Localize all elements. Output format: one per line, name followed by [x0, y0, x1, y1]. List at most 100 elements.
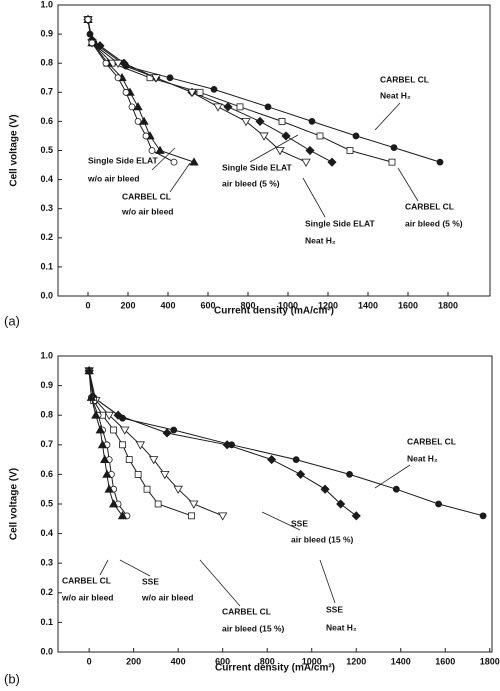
annotation: Single Side ELAT	[305, 218, 376, 228]
annotation: SSE	[326, 604, 343, 614]
x-tick-label: 1800	[438, 300, 458, 310]
data-point	[117, 511, 128, 520]
y-tick-label: 0.1	[40, 617, 53, 627]
data-point	[142, 132, 150, 140]
annotation: w/o air bleed	[61, 592, 114, 602]
annotation: w/o air bleed	[121, 206, 174, 216]
leader-line	[261, 511, 301, 531]
data-point	[119, 441, 126, 449]
data-point	[86, 392, 97, 401]
data-point	[135, 441, 146, 450]
x-tick-label: 800	[260, 656, 275, 666]
data-point	[296, 469, 306, 479]
x-tick-label: 1800	[480, 656, 500, 666]
x-tick-label: 800	[240, 300, 255, 310]
x-tick-label: 200	[120, 300, 135, 310]
y-tick-label: 0.5	[40, 498, 53, 508]
data-point	[95, 425, 105, 434]
data-point	[275, 147, 285, 156]
data-point	[154, 500, 162, 508]
data-point	[122, 88, 130, 96]
y-tick-label: 0.0	[40, 646, 53, 656]
data-point	[435, 500, 442, 508]
leader-line	[169, 162, 191, 193]
data-point	[155, 145, 165, 154]
data-point	[170, 158, 178, 166]
annotation: air bleed (15 %)	[291, 534, 354, 544]
data-point	[149, 456, 159, 465]
x-tick-label: 0	[87, 656, 92, 666]
data-point	[390, 144, 398, 151]
data-point	[196, 88, 204, 96]
x-tick-label: 200	[126, 656, 141, 666]
annotation: SSE	[142, 576, 159, 586]
leader-line	[99, 559, 109, 576]
annotation: Neat H₂	[326, 622, 357, 632]
y-axis-label: Cell voltage (V)	[9, 468, 20, 540]
data-point	[120, 426, 130, 435]
data-point	[189, 500, 199, 509]
y-tick-label: 0.1	[40, 261, 53, 271]
y-tick-label: 0.9	[40, 380, 53, 390]
leader-line	[199, 559, 241, 607]
y-tick-label: 0.4	[40, 528, 53, 538]
annotation: w/o air bleed	[87, 173, 140, 183]
data-point	[308, 118, 316, 125]
x-tick-label: 1000	[278, 300, 298, 310]
series-line	[87, 19, 175, 163]
data-point	[134, 470, 142, 478]
y-tick-label: 0.3	[40, 558, 53, 568]
data-point	[292, 456, 300, 464]
x-tick-label: 400	[171, 656, 186, 666]
x-axis-label: Current density (mA/cm²)	[214, 306, 334, 317]
y-tick-label: 0.3	[40, 203, 53, 213]
data-point	[392, 485, 400, 493]
annotation: Neat H₂	[407, 453, 438, 463]
data-point	[108, 499, 119, 508]
y-axis-label: Cell voltage (V)	[9, 114, 20, 186]
data-point	[267, 455, 277, 465]
data-point	[104, 484, 114, 493]
series-line	[88, 370, 357, 517]
data-point	[128, 103, 136, 111]
y-tick-label: 0.2	[40, 587, 53, 597]
series-line	[87, 19, 195, 163]
y-tick-label: 0.5	[40, 145, 53, 155]
annotation: CARBEL CL	[122, 191, 171, 201]
annotation: CARBEL CL	[407, 436, 456, 446]
data-point	[436, 158, 444, 166]
data-point	[151, 74, 161, 83]
data-point	[218, 512, 228, 521]
x-tick-label: 0	[85, 300, 90, 310]
series-line	[88, 370, 192, 517]
data-point	[166, 74, 174, 82]
panel-label: (b)	[4, 671, 20, 686]
y-tick-label: 1.0	[40, 0, 53, 9]
annotation: SSE	[291, 518, 308, 528]
annotation: CARBEL CL	[405, 201, 454, 211]
data-point	[222, 440, 232, 450]
data-point	[139, 116, 149, 125]
data-point	[223, 102, 233, 112]
data-point	[84, 365, 94, 375]
panel-label: (a)	[4, 313, 20, 328]
data-point	[264, 103, 272, 111]
data-point	[133, 102, 143, 111]
plot-frame	[57, 355, 493, 653]
data-point	[148, 147, 156, 154]
data-point	[351, 511, 361, 521]
data-point	[162, 428, 172, 438]
data-point	[114, 74, 122, 82]
annotation: Single Side ELAT	[222, 162, 293, 172]
y-tick-label: 0.8	[40, 58, 53, 68]
leader-line	[249, 134, 299, 163]
series-line	[88, 370, 128, 517]
data-point	[278, 118, 286, 125]
y-tick-label: 1.0	[40, 350, 53, 360]
leader-line	[119, 559, 151, 577]
data-point	[320, 484, 330, 494]
data-point	[88, 39, 96, 47]
x-tick-label: 600	[215, 656, 230, 666]
annotation: air bleed (5 %)	[405, 218, 463, 228]
